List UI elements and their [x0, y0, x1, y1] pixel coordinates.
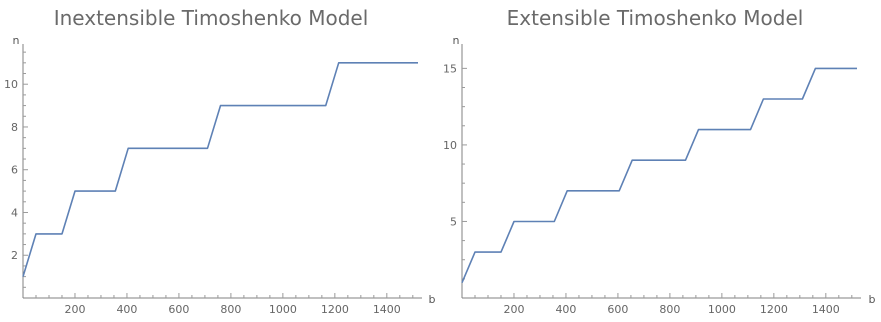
y-axis-label: n — [453, 34, 460, 47]
x-tick-label: 400 — [555, 303, 576, 316]
series-line — [22, 61, 418, 277]
series-line — [461, 67, 857, 284]
x-tick-label: 800 — [659, 303, 680, 316]
x-tick-label: 200 — [503, 303, 524, 316]
chart-title: Extensible Timoshenko Model — [507, 6, 804, 30]
x-tick-label: 600 — [168, 303, 189, 316]
x-axis-label: b — [869, 293, 876, 306]
x-tick-label: 600 — [607, 303, 628, 316]
x-tick-label: 1200 — [760, 303, 788, 316]
y-tick-label: 10 — [4, 78, 18, 91]
x-tick-label: 1400 — [812, 303, 840, 316]
x-tick-label: 800 — [220, 303, 241, 316]
y-axis-label: n — [13, 34, 20, 47]
chart-title: Inextensible Timoshenko Model — [54, 6, 369, 30]
x-tick-label: 400 — [116, 303, 137, 316]
chart-panel-2: Extensible Timoshenko Model 5 10 15 200 400 60… — [443, 6, 876, 316]
x-axis-label: b — [429, 293, 436, 306]
x-tick-label: 1200 — [321, 303, 349, 316]
y-tick-label: 6 — [11, 164, 18, 177]
chart-panel-1: Inextensible Timoshenko Model 2 4 6 8 10 200 40… — [4, 6, 436, 316]
y-tick-label: 4 — [11, 206, 18, 219]
x-tick-label: 1400 — [373, 303, 401, 316]
y-tick-label: 2 — [11, 249, 18, 262]
y-tick-label: 10 — [443, 139, 457, 152]
x-tick-label: 200 — [64, 303, 85, 316]
y-tick-label: 5 — [450, 215, 457, 228]
y-tick-label: 15 — [443, 62, 457, 75]
x-tick-label: 1000 — [708, 303, 736, 316]
y-tick-label: 8 — [11, 121, 18, 134]
x-tick-label: 1000 — [269, 303, 297, 316]
